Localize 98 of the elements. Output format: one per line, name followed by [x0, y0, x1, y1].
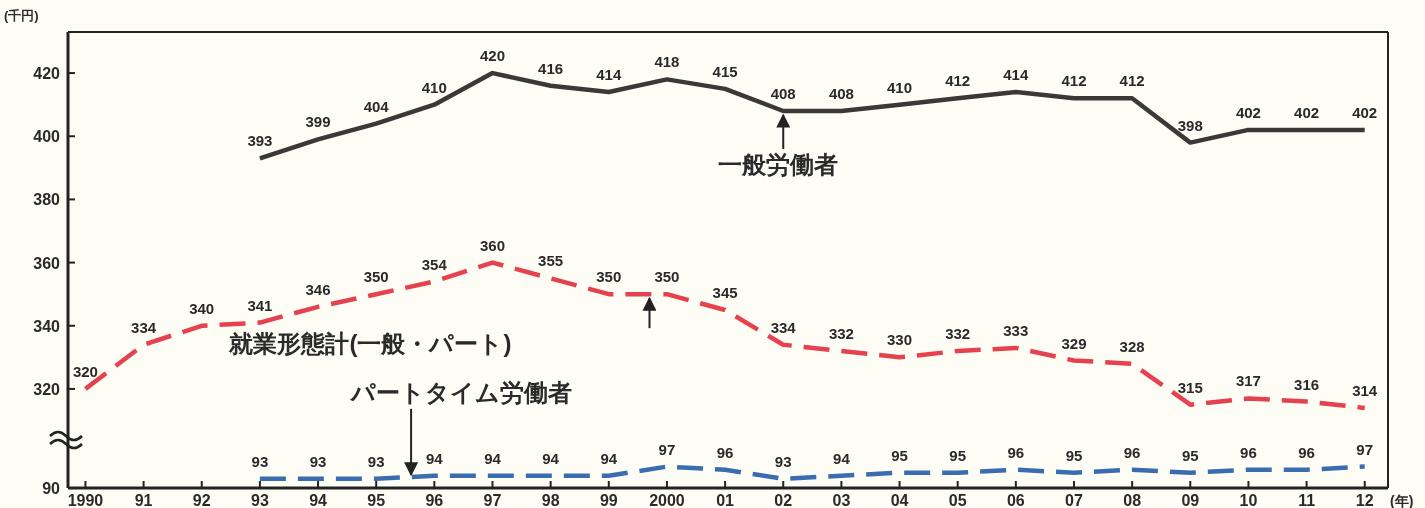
x-tick-label: 95	[367, 492, 386, 508]
label: 95	[1181, 446, 1199, 464]
label: 360	[480, 236, 505, 254]
label: 332	[828, 325, 854, 342]
y-axis-title: (千円)	[4, 8, 39, 23]
x-tick-label: 98	[541, 492, 560, 508]
label: 332	[945, 325, 971, 342]
y-tick-label: 360	[33, 254, 61, 272]
y-tick-label: 380	[33, 191, 61, 209]
label: 334	[770, 318, 796, 336]
label: 320	[72, 362, 98, 380]
x-tick-label: 93	[251, 492, 269, 508]
label: 96	[1123, 443, 1141, 461]
label: 404	[363, 97, 389, 115]
y-tick-label: 400	[33, 128, 61, 146]
label: 350	[654, 268, 680, 286]
label: 317	[1235, 372, 1261, 390]
y-tick-label: 340	[33, 317, 61, 335]
label: 94	[600, 449, 618, 467]
label: 402	[1294, 103, 1320, 121]
label: 95	[1065, 446, 1083, 464]
label: 93	[251, 452, 269, 470]
series-name: 一般労働者	[718, 150, 839, 178]
label: 95	[891, 446, 908, 464]
label: 408	[828, 85, 854, 102]
label: 94	[542, 449, 559, 467]
y-tick-label: 320	[33, 380, 61, 398]
label: 94	[484, 449, 501, 467]
label: 95	[949, 446, 967, 464]
label: 355	[538, 252, 564, 270]
x-tick-label: 06	[1006, 492, 1025, 508]
label: 94	[833, 449, 850, 467]
label: 93	[367, 452, 385, 470]
x-tick-label: 1990	[67, 492, 104, 508]
label: 412	[945, 72, 971, 90]
label: 96	[1007, 443, 1025, 461]
label: 93	[309, 452, 327, 470]
x-tick-label: 11	[1298, 492, 1316, 508]
label: 393	[247, 132, 273, 150]
label: 350	[596, 268, 622, 286]
label: 96	[1298, 443, 1315, 461]
label: 345	[712, 284, 738, 301]
x-tick-label: 12	[1355, 492, 1374, 508]
x-tick-label: 94	[309, 492, 328, 508]
label: 333	[1003, 321, 1029, 339]
label: 416	[538, 59, 564, 77]
x-tick-label: 09	[1181, 492, 1200, 508]
label: 418	[654, 53, 680, 71]
x-tick-label: 99	[599, 492, 618, 508]
label: 420	[480, 47, 505, 65]
label: 97	[1356, 440, 1374, 458]
label: 96	[716, 443, 734, 461]
label: 330	[887, 331, 912, 349]
series-name: パートタイム労働者	[351, 378, 573, 406]
y-tick-label: 420	[33, 65, 61, 83]
label: 341	[247, 296, 273, 314]
x-tick-label: 92	[192, 492, 211, 508]
label: 412	[1061, 72, 1087, 90]
label: 402	[1352, 103, 1378, 121]
x-tick-label: 03	[832, 492, 851, 508]
label: 408	[770, 85, 796, 102]
label: 97	[658, 440, 676, 458]
label: 93	[774, 452, 792, 470]
label: 415	[712, 62, 738, 80]
x-tick-label: 10	[1239, 492, 1258, 508]
series-name: 就業形態計(一般・パート)	[229, 330, 512, 358]
x-tick-label: 04	[890, 492, 909, 508]
x-tick-label: 2000	[649, 492, 685, 508]
label: 412	[1119, 72, 1145, 90]
label: 329	[1061, 334, 1087, 352]
label: 328	[1119, 337, 1145, 355]
label: 346	[305, 280, 331, 298]
label: 414	[596, 66, 622, 83]
x-tick-label: 08	[1123, 492, 1142, 508]
label: 414	[1003, 66, 1029, 83]
label: 399	[305, 113, 331, 131]
x-tick-label: 01	[716, 492, 735, 508]
label: 402	[1235, 103, 1261, 121]
x-axis-title: (年)	[1390, 493, 1414, 508]
label: 315	[1177, 378, 1203, 396]
label: 354	[421, 255, 447, 273]
label: 314	[1352, 381, 1378, 399]
label: 350	[363, 268, 389, 286]
label: 96	[1240, 443, 1257, 461]
label: 340	[189, 299, 215, 317]
x-tick-label: 07	[1065, 492, 1083, 508]
x-tick-label: 91	[134, 492, 153, 508]
x-tick-label: 02	[774, 492, 793, 508]
text: 90	[42, 480, 61, 497]
label: 410	[421, 78, 447, 96]
x-tick-label: 96	[425, 492, 444, 508]
label: 410	[887, 78, 912, 96]
x-tick-label: 05	[948, 492, 967, 508]
label: 316	[1294, 375, 1320, 393]
label: 334	[131, 318, 157, 336]
x-tick-label: 97	[483, 492, 502, 508]
label: 94	[425, 449, 443, 467]
label: 398	[1177, 116, 1203, 134]
